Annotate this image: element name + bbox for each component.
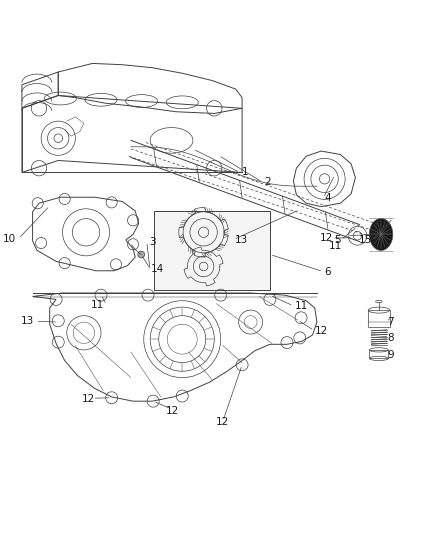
Text: 6: 6 [324, 266, 331, 277]
Text: 5: 5 [334, 235, 341, 245]
Text: 12: 12 [216, 417, 230, 427]
Text: 2: 2 [265, 177, 272, 187]
Text: 10: 10 [3, 233, 16, 244]
Text: 3: 3 [149, 237, 155, 247]
Text: 12: 12 [81, 394, 95, 404]
Text: 4: 4 [325, 193, 331, 203]
Text: 13: 13 [21, 316, 34, 326]
Bar [155, 211, 270, 290]
Circle shape [138, 251, 145, 258]
Text: 13: 13 [235, 235, 248, 245]
Text: 12: 12 [315, 326, 328, 336]
Ellipse shape [369, 219, 393, 251]
Text: 12: 12 [166, 406, 179, 416]
Text: 8: 8 [387, 333, 394, 343]
Text: 9: 9 [387, 350, 394, 360]
Text: 15: 15 [358, 235, 371, 245]
Text: 7: 7 [387, 317, 394, 327]
Text: 12: 12 [320, 233, 333, 243]
Text: 1: 1 [242, 167, 249, 177]
Text: 11: 11 [295, 301, 308, 311]
Text: 14: 14 [151, 264, 164, 273]
Bar [370, 350, 389, 358]
Bar [368, 310, 389, 327]
Text: 11: 11 [91, 300, 104, 310]
Text: 11: 11 [328, 241, 342, 252]
